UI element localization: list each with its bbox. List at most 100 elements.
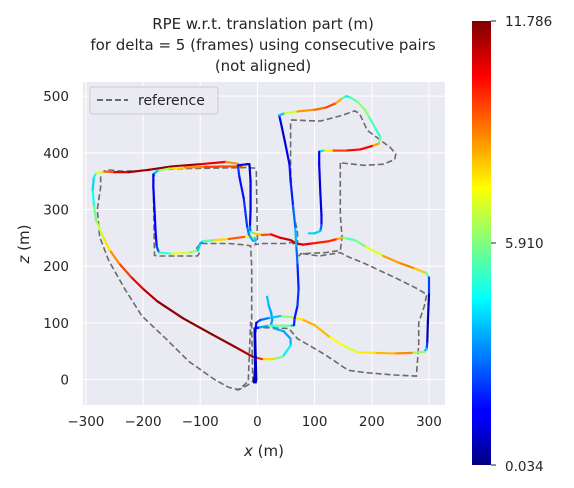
trajectory-segment [356, 100, 367, 111]
trajectory-segment [199, 160, 228, 166]
trajectory-segment [353, 239, 368, 248]
y-tick-label: 200 [43, 259, 69, 275]
trajectory-segment [167, 166, 185, 170]
x-tick-label: 300 [416, 414, 442, 430]
trajectory-segment [141, 287, 159, 303]
trajectory-segment [375, 129, 382, 139]
trajectory-segment [292, 317, 296, 327]
trajectory-segment [253, 327, 257, 370]
trajectory-segment [153, 208, 157, 234]
colorbar: 11.786 5.910 0.034 [472, 14, 552, 475]
trajectory-segment [91, 188, 95, 207]
trajectory-segment [224, 160, 242, 166]
title-line-3: (not aligned) [215, 57, 311, 75]
trajectory-segment [129, 275, 145, 290]
y-axis-label: z (m) [15, 225, 33, 265]
trajectory-segment [356, 351, 376, 354]
trajectory-segment [260, 233, 273, 237]
trajectory-segment [181, 317, 213, 336]
trajectory-segment [393, 351, 413, 355]
trajectory-segment [327, 335, 345, 347]
trajectory-segment [236, 163, 249, 167]
trajectory-segment [313, 106, 328, 111]
trajectory-segment [152, 185, 156, 211]
trajectory-segment [247, 233, 254, 242]
trajectory-segment [147, 165, 173, 171]
y-tick-label: 300 [43, 203, 69, 219]
trajectory-segment [279, 314, 293, 319]
trajectory-segment [92, 203, 98, 222]
trajectory-segment [188, 249, 200, 254]
trajectory-segment [319, 240, 331, 244]
x-tick-label: −100 [182, 414, 219, 430]
trajectory-segment [170, 163, 202, 168]
trajectory-segment [291, 202, 297, 228]
trajectory-segment [293, 304, 299, 320]
trajectory-segment [236, 164, 241, 177]
trajectory-segment [101, 235, 111, 252]
trajectory-segment [246, 225, 250, 236]
trajectory-segment [300, 318, 316, 327]
trajectory-segment [324, 101, 338, 109]
colorbar-label-min: 0.034 [505, 459, 544, 475]
trajectory-segment [310, 241, 322, 245]
x-tick-label: 0 [253, 414, 262, 430]
trajectory-segment [410, 350, 426, 354]
trajectory-segment [283, 140, 291, 166]
trajectory-segment [156, 300, 185, 320]
trajectory-segment [117, 262, 132, 278]
trajectory-segment [157, 251, 173, 255]
trajectory-segment [272, 355, 284, 361]
legend-box [89, 86, 219, 115]
x-tick-label: −300 [67, 414, 104, 430]
chart-title: RPE w.r.t. translation part (m) for delt… [90, 15, 436, 75]
trajectory-segment [259, 317, 269, 322]
trajectory-segment [196, 242, 202, 252]
y-axis-label-text: z (m) [15, 225, 33, 265]
trajectory-segment [282, 330, 292, 340]
trajectory-segment [364, 245, 385, 258]
y-tick-label: 0 [60, 373, 69, 389]
trajectory-segment [426, 293, 431, 324]
trajectory-segment [294, 225, 298, 247]
trajectory-segment [344, 148, 362, 152]
trajectory-segment [342, 344, 359, 354]
trajectory-segment [370, 142, 380, 148]
trajectory-segment [233, 345, 254, 358]
legend-reference-label: reference [138, 93, 205, 109]
trajectory-segment [108, 249, 121, 265]
trajectory-segment [258, 324, 270, 329]
legend: reference [89, 86, 219, 115]
trajectory-segment [213, 237, 230, 242]
trajectory-segment [335, 97, 344, 105]
trajectory-segment [266, 314, 282, 320]
x-axis-label-text: x (m) [243, 442, 284, 460]
trajectory-segment [296, 262, 300, 290]
trajectory-segment [279, 236, 292, 242]
trajectory-segment [413, 267, 428, 275]
trajectory-segment [373, 351, 396, 355]
trajectory-segment [319, 191, 323, 217]
trajectory-segment [302, 242, 313, 246]
trajectory-segment [289, 180, 294, 205]
trajectory-segment [127, 168, 150, 174]
trajectory-segment [242, 197, 249, 228]
trajectory-segment [348, 96, 359, 103]
trajectory-segment [248, 208, 252, 228]
x-axis-label: x (m) [243, 442, 284, 460]
x-tick-label: 100 [302, 414, 328, 430]
trajectory-segment [91, 176, 95, 191]
trajectory-segment [95, 170, 106, 175]
trajectory-segment [368, 116, 378, 132]
trajectory-segment [248, 163, 252, 183]
trajectory-segment [359, 144, 373, 151]
trajectory-segment [266, 295, 270, 307]
trajectory-segment [426, 321, 429, 344]
trajectory-segment [210, 333, 236, 348]
x-tick-label: −200 [125, 414, 162, 430]
y-tick-label: 400 [43, 146, 69, 162]
trajectory-segment [327, 237, 339, 243]
trajectory-segment [296, 108, 316, 113]
colorbar-label-mid: 5.910 [505, 236, 544, 252]
